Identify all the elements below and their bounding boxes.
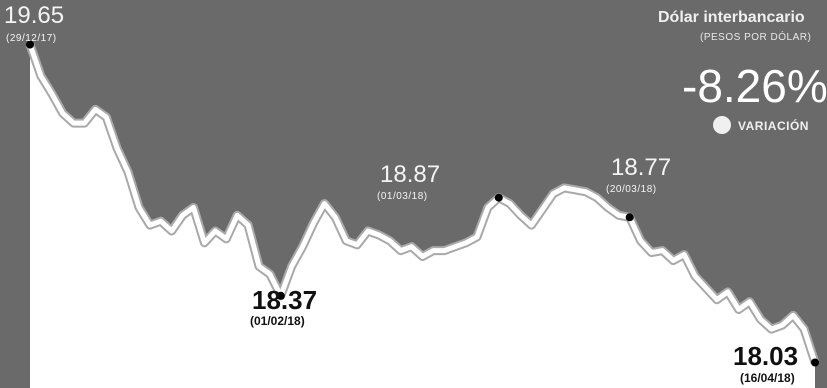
point-end — [811, 358, 819, 367]
annotation-low-feb: 18.37 (01/02/18) — [250, 285, 317, 328]
data-points — [26, 40, 819, 367]
change-percent: -8.26% — [682, 60, 827, 112]
point-low-feb — [276, 291, 285, 300]
point-start — [26, 40, 34, 49]
series-area — [30, 44, 815, 388]
annotation-end-date: (16/04/18) — [740, 371, 795, 385]
annotation-mar-20-value: 18.77 — [611, 154, 671, 181]
annotation-high-mar-value: 18.87 — [380, 161, 440, 188]
chart-title: Dólar interbancario — [658, 9, 805, 26]
series-line — [27, 43, 818, 364]
annotation-end: 18.03 (16/04/18) — [733, 341, 798, 385]
annotation-high-mar: 18.87 (01/03/18) — [377, 161, 440, 202]
legend-dot-icon — [713, 116, 731, 134]
annotation-mar-20: 18.77 (20/03/18) — [606, 154, 671, 195]
chart-header: Dólar interbancario (PESOS POR DÓLAR) -8… — [658, 9, 827, 134]
annotation-low-feb-value: 18.37 — [252, 285, 317, 315]
annotation-mar-20-date: (20/03/18) — [606, 184, 657, 195]
chart-subtitle: (PESOS POR DÓLAR) — [700, 30, 811, 43]
annotation-start: 19.65 (29/12/17) — [4, 2, 64, 44]
legend-label: VARIACIÓN — [738, 118, 809, 133]
annotation-end-value: 18.03 — [733, 341, 798, 371]
annotation-start-date: (29/12/17) — [6, 33, 57, 44]
annotation-start-value: 19.65 — [4, 2, 64, 29]
annotation-low-feb-date: (01/02/18) — [250, 314, 305, 328]
annotation-high-mar-date: (01/03/18) — [377, 191, 428, 202]
point-mar-20 — [625, 213, 634, 222]
point-high-mar — [494, 193, 503, 202]
